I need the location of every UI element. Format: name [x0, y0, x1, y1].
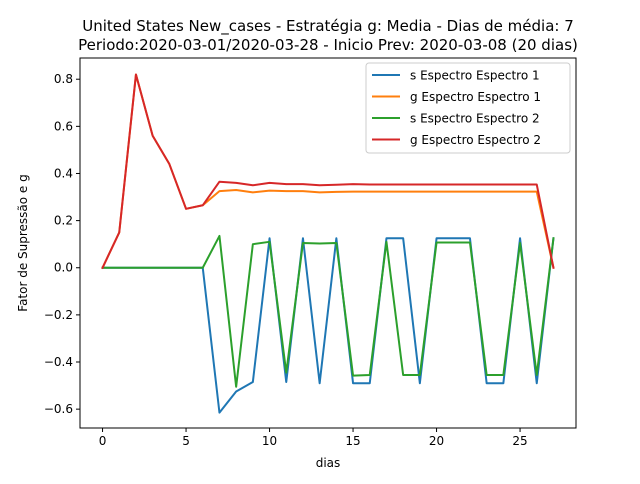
series-lines	[101, 73, 555, 414]
x-axis: 0 5 10 15 20 25	[99, 428, 528, 448]
y-tick-label: −0.6	[44, 402, 73, 416]
x-tick-label: 20	[429, 434, 444, 448]
legend: s Espectro Espectro 1 g Espectro Espectro…	[365, 62, 571, 154]
y-tick-label: 0.0	[54, 261, 73, 275]
x-axis-label: dias	[316, 456, 341, 470]
y-tick-label: 0.2	[54, 214, 73, 228]
legend-item-2: g Espectro Espectro 1	[372, 90, 541, 104]
series-line-4	[101, 73, 555, 270]
y-tick-label: 0.6	[54, 119, 73, 133]
series-line-3	[101, 234, 555, 388]
chart-title-line1: United States New_cases - Estratégia g: …	[82, 17, 574, 36]
y-axis-label: Fator de Supressão e g	[16, 174, 30, 311]
legend-item-3: s Espectro Espectro 2	[372, 112, 540, 126]
legend-label: g Espectro Espectro 2	[410, 133, 541, 147]
y-axis: −0.6 −0.4 −0.2 0.0 0.2 0.4 0.6 0.8	[44, 72, 80, 416]
legend-item-1: s Espectro Espectro 1	[372, 69, 540, 83]
legend-label: s Espectro Espectro 1	[410, 69, 540, 83]
y-tick-label: −0.2	[44, 308, 73, 322]
y-tick-label: 0.4	[54, 166, 73, 180]
x-tick-label: 10	[262, 434, 277, 448]
legend-label: g Espectro Espectro 1	[410, 90, 541, 104]
plot-frame	[79, 57, 577, 429]
legend-frame	[365, 62, 571, 154]
legend-item-4: g Espectro Espectro 2	[372, 133, 541, 147]
legend-label: s Espectro Espectro 2	[410, 112, 540, 126]
y-tick-label: 0.8	[54, 72, 73, 86]
chart-title-line2: Periodo:2020-03-01/2020-03-28 - Inicio P…	[78, 36, 578, 54]
y-tick-label: −0.4	[44, 355, 73, 369]
x-tick-label: 0	[99, 434, 107, 448]
x-tick-label: 25	[512, 434, 527, 448]
x-tick-label: 5	[182, 434, 190, 448]
x-tick-label: 15	[345, 434, 360, 448]
series-line-1	[101, 237, 555, 414]
